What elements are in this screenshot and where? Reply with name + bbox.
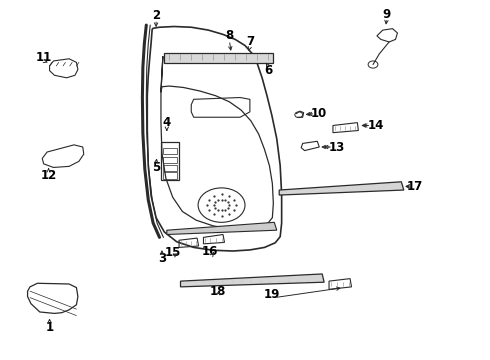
Text: 8: 8 [225,29,234,42]
Text: 12: 12 [41,169,57,182]
Text: 9: 9 [383,8,391,21]
Polygon shape [279,182,404,195]
Text: 10: 10 [311,107,327,120]
Text: 17: 17 [407,180,423,193]
Text: 13: 13 [329,140,345,153]
Text: 4: 4 [163,116,171,129]
Text: 15: 15 [165,246,181,259]
Text: 1: 1 [46,320,53,333]
Polygon shape [164,53,273,63]
Text: 7: 7 [246,35,254,49]
Text: 14: 14 [368,119,384,132]
Polygon shape [180,274,324,287]
Text: 11: 11 [36,51,52,64]
Text: 18: 18 [210,285,226,298]
Text: 16: 16 [201,244,218,257]
Text: 5: 5 [152,161,160,174]
Text: 3: 3 [158,252,166,265]
Polygon shape [167,222,277,234]
Text: 6: 6 [264,64,272,77]
Text: 2: 2 [152,9,160,22]
Text: 19: 19 [264,288,280,301]
